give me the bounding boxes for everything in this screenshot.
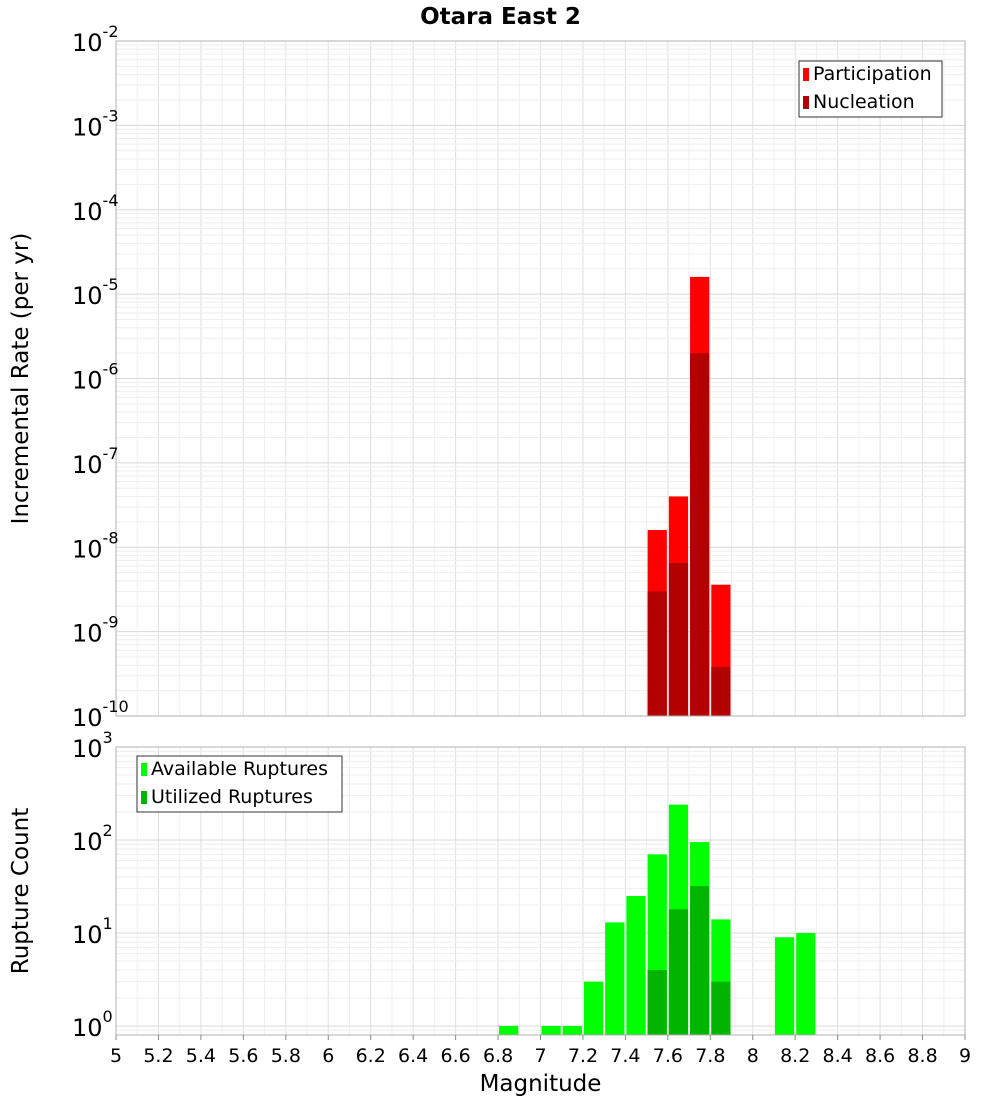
x-tick-label: 5.4	[186, 1045, 216, 1067]
x-axis-label: Magnitude	[480, 1071, 602, 1097]
x-tick-label: 7	[534, 1045, 546, 1067]
x-tick-label: 8.6	[865, 1045, 895, 1067]
x-tick-label: 5	[110, 1045, 122, 1067]
y-tick-label: 10-8	[72, 528, 119, 563]
legend-label: Nucleation	[813, 91, 915, 113]
y-tick-label: 10-6	[72, 360, 119, 395]
plot-frame	[115, 40, 966, 717]
y-tick-label: 10-4	[72, 191, 119, 226]
x-tick-label: 8	[747, 1045, 759, 1067]
y-tick-label: 10-9	[72, 613, 119, 648]
y-tick-label: 10-7	[72, 444, 119, 479]
x-tick-label: 7.2	[568, 1045, 598, 1067]
x-tick-label: 7.4	[610, 1045, 640, 1067]
legend-swatch	[141, 791, 147, 804]
legend-label: Utilized Ruptures	[151, 786, 313, 808]
y-tick-label: 10-2	[72, 22, 119, 57]
x-tick-label: 6.8	[483, 1045, 513, 1067]
y-tick-label: 10-3	[72, 106, 119, 141]
x-tick-label: 8.4	[823, 1045, 853, 1067]
count-bar-outer	[541, 1025, 561, 1035]
y-tick-label: 100	[72, 1007, 113, 1042]
legend-swatch	[803, 96, 809, 109]
x-tick-label: 5.2	[143, 1045, 173, 1067]
x-tick-label: 5.8	[271, 1045, 301, 1067]
y-tick-label: 101	[72, 914, 113, 949]
y-tick-label: 102	[72, 821, 113, 856]
count-bar-outer	[605, 922, 625, 1035]
count-bar-outer	[562, 1025, 582, 1035]
x-tick-label: 6.4	[398, 1045, 428, 1067]
x-tick-label: 7.8	[695, 1045, 725, 1067]
count-bar-outer	[583, 981, 604, 1035]
x-tick-label: 6.6	[440, 1045, 470, 1067]
y-axis-label: Rupture Count	[8, 808, 34, 974]
count-bar-inner	[668, 909, 689, 1035]
count-bar-outer	[626, 895, 646, 1035]
count-bar-inner	[711, 981, 731, 1035]
count-bar-inner	[647, 969, 667, 1035]
rate-bar-inner	[690, 353, 710, 716]
y-tick-label: 10-5	[72, 275, 119, 310]
rate-bar-inner	[668, 563, 689, 716]
legend-swatch	[803, 68, 809, 81]
x-tick-label: 6	[322, 1045, 334, 1067]
x-tick-label: 9	[959, 1045, 971, 1067]
x-tick-label: 8.2	[780, 1045, 810, 1067]
chart-title: Otara East 2	[420, 4, 581, 30]
x-tick-label: 8.8	[907, 1045, 937, 1067]
legend-label: Participation	[813, 63, 932, 85]
count-bar-outer	[499, 1025, 519, 1035]
rate-bar-inner	[711, 667, 731, 716]
count-panel: 100 101 102 103 Rupture Count Available Ruptu…	[8, 728, 971, 1097]
y-tick-label: 10-10	[72, 697, 129, 732]
legend: Available Ruptures Utilized Ruptures	[136, 755, 343, 813]
x-tick-label: 5.6	[228, 1045, 258, 1067]
legend-box	[136, 755, 343, 813]
y-tick-label: 103	[72, 728, 113, 763]
rate-panel: 10-10 10-9 10-8 10-7 10-6 10-5 10-4 10-3 10-2 Inc…	[8, 4, 966, 732]
count-bar-inner	[690, 886, 710, 1035]
legend-swatch	[141, 763, 147, 776]
x-tick-label: 7.6	[653, 1045, 683, 1067]
legend-box	[798, 60, 943, 118]
legend-label: Available Ruptures	[151, 758, 328, 780]
legend: Participation Nucleation	[798, 60, 943, 118]
count-bar-outer	[796, 932, 816, 1035]
x-tick-label: 6.2	[356, 1045, 386, 1067]
y-axis-label: Incremental Rate (per yr)	[8, 233, 34, 525]
count-bar-outer	[774, 937, 795, 1035]
rate-bar-inner	[647, 591, 667, 716]
